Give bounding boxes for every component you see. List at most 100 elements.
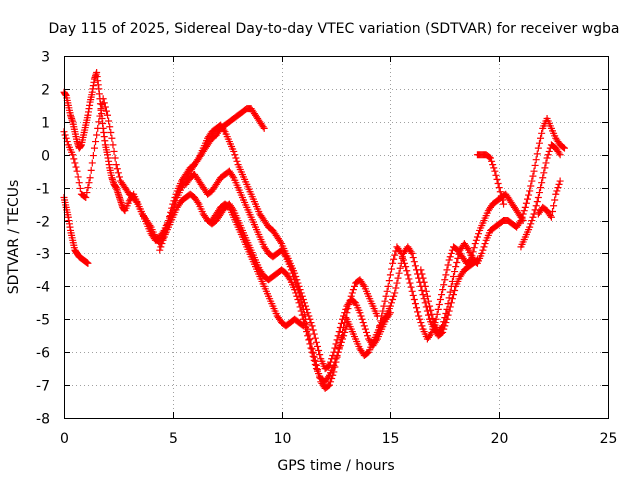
- data-point: [281, 251, 289, 259]
- data-point: [451, 268, 459, 276]
- data-point: [229, 172, 237, 180]
- data-point: [311, 357, 319, 365]
- data-point: [413, 304, 421, 312]
- data-point: [324, 373, 332, 381]
- data-point: [349, 286, 357, 294]
- data-point: [99, 95, 107, 103]
- data-point: [529, 172, 537, 180]
- data-point: [286, 263, 294, 271]
- data-point: [169, 200, 177, 208]
- data-point: [552, 190, 560, 198]
- data-point: [539, 174, 547, 182]
- data-point: [545, 147, 553, 155]
- data-point: [86, 174, 94, 182]
- data-point: [356, 309, 364, 317]
- data-point: [404, 271, 412, 279]
- x-tick-label: 25: [600, 431, 618, 447]
- data-point: [332, 358, 340, 366]
- data-point: [406, 279, 414, 287]
- data-point: [527, 220, 535, 228]
- data-point: [529, 213, 537, 221]
- series-5: [182, 167, 381, 392]
- data-point: [376, 322, 384, 330]
- data-point: [359, 281, 367, 289]
- data-point: [519, 210, 527, 218]
- data-point: [105, 117, 113, 125]
- data-point: [85, 179, 93, 187]
- data-point: [442, 271, 450, 279]
- data-point: [409, 254, 417, 262]
- data-point: [526, 223, 534, 231]
- data-point: [97, 106, 105, 114]
- data-point: [498, 196, 506, 204]
- data-point: [325, 381, 333, 389]
- data-point: [420, 278, 428, 286]
- data-point: [386, 271, 394, 279]
- data-point: [438, 324, 446, 331]
- data-point: [297, 297, 305, 305]
- data-point: [423, 307, 431, 315]
- data-point: [230, 147, 238, 155]
- data-point: [334, 348, 342, 356]
- data-point: [96, 112, 104, 120]
- data-point: [72, 163, 80, 171]
- data-point: [479, 246, 487, 254]
- data-point: [439, 286, 447, 294]
- data-point: [343, 309, 351, 317]
- data-point: [334, 332, 342, 340]
- data-point: [396, 264, 404, 272]
- data-point: [384, 282, 392, 290]
- data-point: [358, 315, 366, 323]
- data-point: [394, 274, 402, 282]
- data-point: [441, 314, 449, 322]
- data-point: [312, 361, 320, 369]
- x-axis-label: GPS time / hours: [277, 458, 394, 474]
- data-point: [453, 259, 461, 267]
- data-point: [101, 103, 109, 111]
- data-point: [554, 184, 562, 192]
- data-point: [470, 244, 478, 252]
- data-point: [452, 263, 460, 271]
- data-point: [328, 355, 336, 363]
- y-axis-label: SDTVAR / TECUs: [6, 180, 22, 295]
- data-point: [517, 217, 525, 225]
- data-point: [520, 207, 528, 215]
- data-point: [401, 259, 409, 267]
- data-point: [94, 124, 102, 132]
- data-point: [418, 286, 426, 294]
- data-point: [534, 194, 542, 202]
- data-point: [348, 289, 356, 297]
- data-point: [403, 267, 411, 275]
- data-point: [497, 192, 505, 200]
- data-point: [309, 326, 317, 334]
- data-point: [81, 193, 89, 201]
- data-point: [87, 166, 95, 174]
- series-9: [417, 115, 568, 336]
- data-point: [146, 221, 154, 229]
- data-point: [387, 265, 395, 273]
- data-point: [162, 225, 170, 233]
- data-point: [379, 307, 387, 315]
- data-point: [163, 221, 171, 229]
- data-point: [307, 319, 315, 327]
- data-point: [440, 281, 448, 289]
- data-point: [553, 187, 561, 195]
- data-point: [340, 324, 348, 331]
- data-point: [308, 345, 316, 353]
- data-point: [156, 246, 164, 254]
- data-point: [260, 124, 268, 132]
- data-point: [291, 276, 299, 284]
- data-point: [336, 338, 344, 346]
- data-point: [441, 276, 449, 284]
- data-point: [74, 173, 82, 181]
- data-point: [405, 275, 413, 283]
- data-point: [220, 126, 228, 134]
- data-point: [419, 291, 427, 299]
- data-point: [385, 277, 393, 285]
- data-point: [396, 248, 404, 256]
- data-point: [402, 263, 410, 271]
- data-point: [315, 370, 323, 378]
- data-point: [409, 291, 417, 299]
- data-point: [455, 250, 463, 258]
- data-point: [447, 249, 455, 257]
